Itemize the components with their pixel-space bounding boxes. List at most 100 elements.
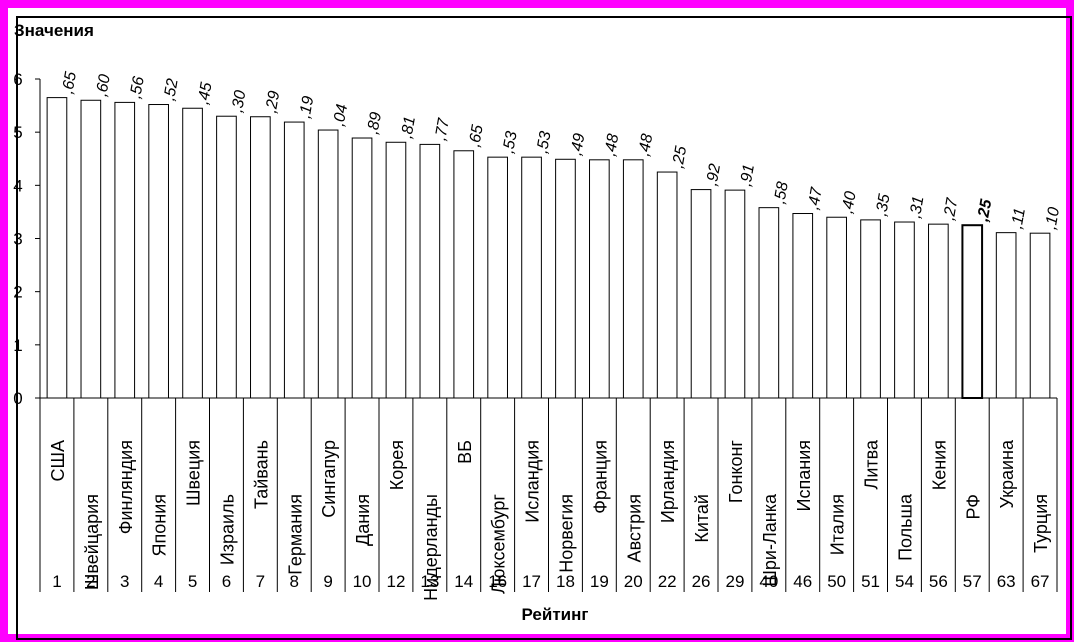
bar: [114, 101, 136, 399]
category-label: Литва: [862, 439, 882, 489]
y-tick-label: 4: [13, 176, 22, 195]
data-label: ,31: [907, 195, 928, 220]
rank-label: 14: [454, 572, 473, 591]
bar: [521, 156, 542, 399]
rank-label: 9: [323, 572, 332, 591]
category-label: США: [48, 440, 68, 482]
bar: [656, 171, 678, 399]
category-label: Корея: [387, 440, 407, 490]
data-label: ,58: [771, 180, 792, 205]
rank-label: 1: [52, 572, 61, 591]
data-label: ,29: [263, 89, 284, 114]
bar: [487, 156, 508, 399]
rank-label: 50: [827, 572, 846, 591]
category-label: Турция: [1031, 494, 1051, 553]
rank-label: 5: [188, 572, 197, 591]
category-label: Швейцария: [82, 494, 102, 590]
y-tick-label: 6: [13, 70, 22, 89]
bar: [250, 116, 271, 399]
bar: [385, 141, 407, 399]
bar: [148, 104, 169, 399]
bar: [182, 107, 203, 399]
category-label: ВБ: [455, 440, 475, 464]
rank-label: 6: [222, 572, 231, 591]
category-label: Сингапур: [319, 440, 339, 518]
data-label: ,60: [93, 73, 114, 98]
rank-label: 4: [154, 572, 163, 591]
category-label: Дания: [353, 494, 373, 546]
y-tick-label: 0: [13, 389, 22, 408]
y-tick-label: 3: [13, 230, 22, 249]
data-label: ,45: [195, 81, 216, 106]
bar: [792, 213, 814, 399]
rank-label: 3: [120, 572, 129, 591]
bar: [216, 115, 237, 399]
data-label: ,27: [941, 196, 962, 222]
data-label: ,04: [331, 103, 352, 128]
category-label: Тайвань: [251, 440, 271, 509]
category-label: Швеция: [184, 440, 204, 506]
rank-label: 2: [86, 572, 95, 591]
category-label: Нидерланды: [421, 494, 441, 601]
bar: [589, 159, 610, 399]
bar: [453, 150, 475, 399]
rank-label: 17: [522, 572, 541, 591]
rank-label: 20: [624, 572, 643, 591]
category-label: Испания: [794, 440, 814, 511]
bar: [317, 129, 339, 399]
data-label: ,65: [466, 124, 487, 149]
rank-label: 67: [1031, 572, 1050, 591]
data-label: ,10: [1043, 206, 1064, 231]
bar: [419, 143, 441, 399]
category-label: Шри-Ланка: [760, 493, 780, 587]
category-label: Гонконг: [726, 440, 746, 504]
data-label: ,11: [1009, 207, 1029, 231]
data-label: ,81: [398, 115, 419, 140]
category-label: Исландия: [523, 440, 543, 523]
data-label: ,56: [127, 75, 148, 100]
category-label: Финляндия: [116, 440, 136, 534]
data-label: ,53: [534, 130, 555, 155]
data-label: ,65: [59, 70, 80, 95]
category-label: Австрия: [624, 494, 644, 562]
bar: [758, 207, 780, 399]
bar: [995, 232, 1017, 399]
category-label: Польша: [895, 493, 915, 561]
category-label: Люксембург: [489, 494, 509, 594]
bar: [80, 99, 102, 399]
data-label: ,30: [229, 89, 250, 114]
bar: [555, 158, 576, 399]
rank-label: 19: [590, 572, 609, 591]
rank-label: 16: [488, 572, 507, 591]
bar: [724, 189, 746, 399]
rank-label: 26: [692, 572, 711, 591]
bar: [351, 137, 373, 399]
bar: [46, 97, 68, 399]
y-axis-label: Значения: [14, 21, 94, 40]
data-label: ,92: [704, 162, 725, 187]
rank-label: 12: [386, 572, 405, 591]
category-label: Украина: [997, 439, 1017, 509]
data-label: ,40: [839, 190, 860, 215]
data-label: ,48: [602, 133, 623, 158]
category-label: Германия: [285, 494, 305, 575]
y-tick-label: 1: [13, 336, 22, 355]
rank-label: 46: [793, 572, 812, 591]
y-tick-label: 2: [13, 283, 22, 302]
bar: [928, 223, 949, 399]
data-label: ,25: [670, 145, 691, 170]
category-label: РФ: [963, 494, 983, 520]
bar: [622, 159, 644, 399]
rank-label: 63: [997, 572, 1016, 591]
bar: [283, 121, 305, 399]
data-label: ,35: [873, 193, 894, 218]
category-label: Франция: [590, 440, 610, 514]
data-label: ,19: [297, 95, 318, 120]
category-label: Ирландия: [658, 440, 678, 523]
rank-label: 18: [556, 572, 575, 591]
rank-label: 40: [759, 572, 778, 591]
bar: [961, 224, 984, 399]
bar: [690, 189, 712, 399]
category-label: Китай: [692, 494, 712, 543]
